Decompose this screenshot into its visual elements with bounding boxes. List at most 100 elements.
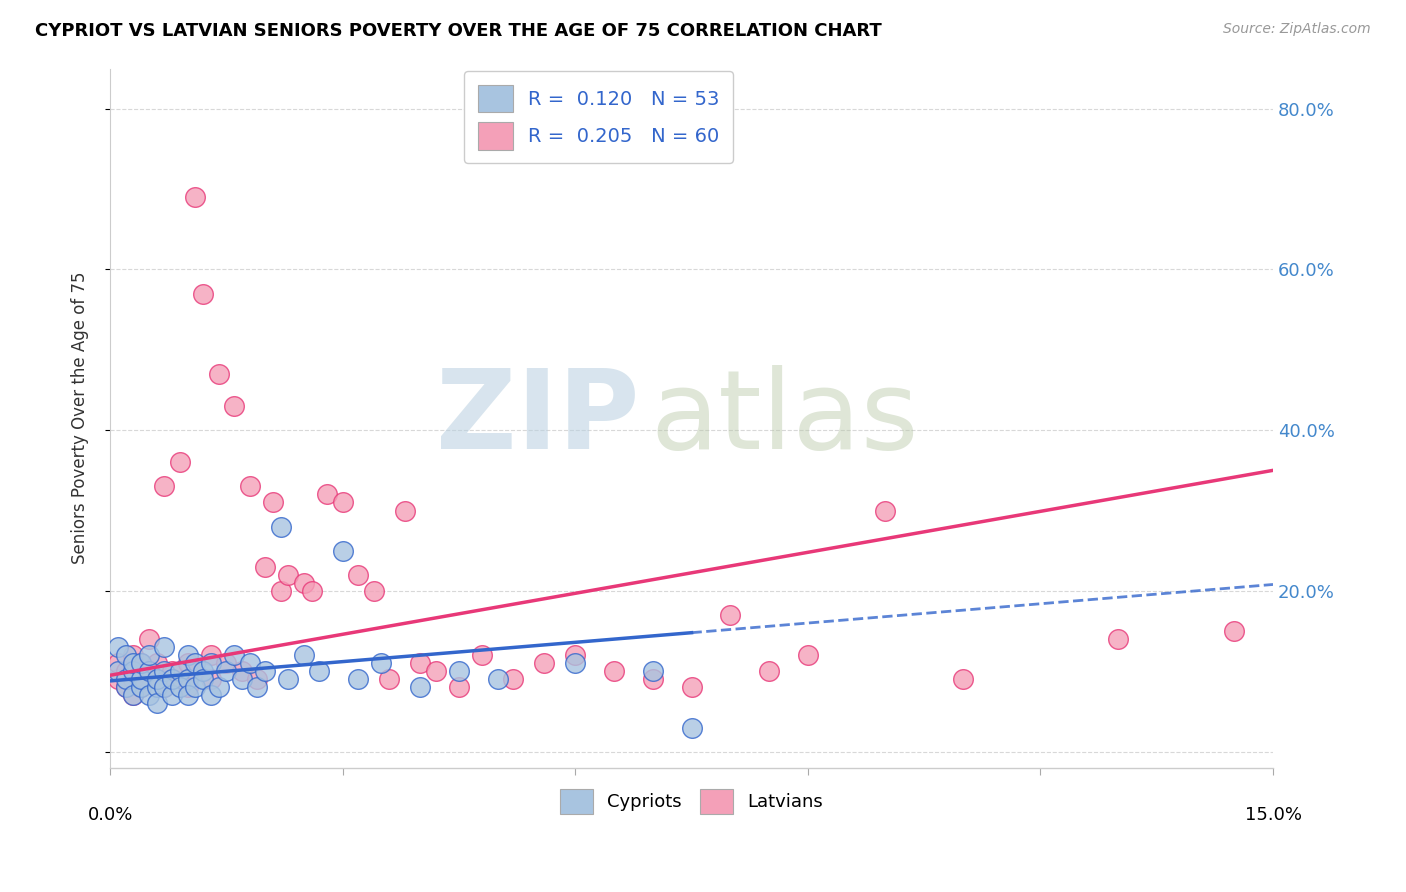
Text: ZIP: ZIP — [436, 365, 640, 472]
Point — [246, 681, 269, 695]
Point — [200, 689, 222, 703]
Point — [153, 681, 176, 695]
Point — [114, 681, 136, 695]
Point — [347, 673, 370, 687]
Point — [160, 665, 183, 679]
Point — [308, 665, 330, 679]
Point — [169, 681, 191, 695]
Point — [1107, 632, 1129, 647]
Point — [224, 648, 246, 663]
Point — [641, 673, 664, 687]
Point — [145, 673, 167, 687]
Point — [138, 648, 160, 663]
Point — [200, 657, 222, 671]
Point — [425, 665, 447, 679]
Point — [502, 673, 524, 687]
Point — [114, 673, 136, 687]
Legend: Cypriots, Latvians: Cypriots, Latvians — [553, 781, 830, 822]
Point — [138, 665, 160, 679]
Y-axis label: Seniors Poverty Over the Age of 75: Seniors Poverty Over the Age of 75 — [72, 272, 89, 565]
Point — [153, 479, 176, 493]
Text: CYPRIOT VS LATVIAN SENIORS POVERTY OVER THE AGE OF 75 CORRELATION CHART: CYPRIOT VS LATVIAN SENIORS POVERTY OVER … — [35, 22, 882, 40]
Text: 0.0%: 0.0% — [87, 806, 132, 824]
Point — [122, 689, 145, 703]
Point — [681, 681, 703, 695]
Point — [246, 673, 269, 687]
Point — [952, 673, 974, 687]
Point — [270, 519, 292, 533]
Point — [875, 503, 897, 517]
Point — [191, 286, 214, 301]
Point — [114, 681, 136, 695]
Point — [122, 657, 145, 671]
Point — [138, 689, 160, 703]
Point — [332, 495, 354, 509]
Point — [797, 648, 820, 663]
Point — [184, 681, 207, 695]
Point — [681, 721, 703, 735]
Text: 15.0%: 15.0% — [1244, 806, 1302, 824]
Point — [641, 665, 664, 679]
Point — [107, 665, 129, 679]
Point — [718, 607, 741, 622]
Point — [114, 648, 136, 663]
Point — [409, 657, 432, 671]
Point — [200, 673, 222, 687]
Point — [347, 567, 370, 582]
Text: atlas: atlas — [651, 365, 920, 472]
Point — [332, 543, 354, 558]
Point — [277, 567, 299, 582]
Point — [1223, 624, 1246, 638]
Point — [184, 665, 207, 679]
Point — [169, 665, 191, 679]
Point — [292, 648, 315, 663]
Point — [176, 681, 198, 695]
Point — [191, 673, 214, 687]
Point — [254, 665, 277, 679]
Point — [145, 697, 167, 711]
Point — [153, 665, 176, 679]
Point — [207, 681, 229, 695]
Point — [447, 665, 470, 679]
Point — [160, 689, 183, 703]
Point — [378, 673, 401, 687]
Point — [207, 367, 229, 381]
Point — [153, 640, 176, 655]
Point — [224, 399, 246, 413]
Point — [394, 503, 416, 517]
Point — [153, 681, 176, 695]
Point — [471, 648, 494, 663]
Point — [122, 665, 145, 679]
Point — [292, 575, 315, 590]
Point — [758, 665, 780, 679]
Point — [270, 583, 292, 598]
Point — [277, 673, 299, 687]
Point — [122, 689, 145, 703]
Point — [129, 657, 152, 671]
Point — [145, 657, 167, 671]
Point — [370, 657, 392, 671]
Point — [145, 673, 167, 687]
Point — [239, 657, 262, 671]
Point — [169, 455, 191, 469]
Point — [603, 665, 626, 679]
Point — [301, 583, 323, 598]
Point — [160, 673, 183, 687]
Point — [160, 673, 183, 687]
Point — [129, 657, 152, 671]
Point — [176, 689, 198, 703]
Point — [129, 681, 152, 695]
Point — [122, 673, 145, 687]
Point — [316, 487, 339, 501]
Point — [129, 681, 152, 695]
Point — [122, 648, 145, 663]
Point — [215, 665, 238, 679]
Point — [215, 657, 238, 671]
Point — [114, 665, 136, 679]
Point — [176, 657, 198, 671]
Point — [145, 681, 167, 695]
Point — [262, 495, 284, 509]
Point — [239, 479, 262, 493]
Point — [129, 673, 152, 687]
Point — [200, 648, 222, 663]
